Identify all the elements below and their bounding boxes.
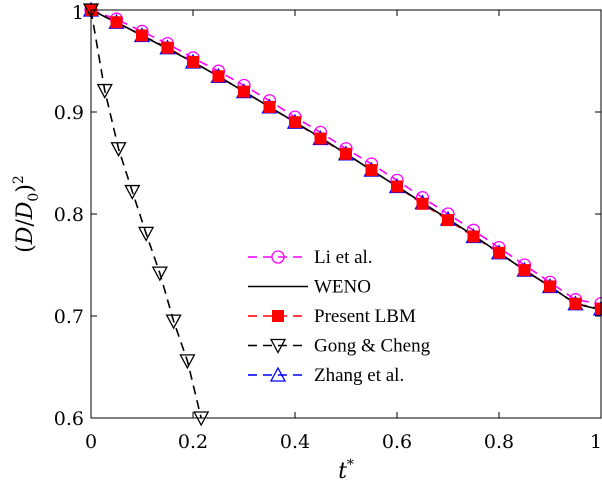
data-point-present-lbm [416, 197, 429, 210]
series-line-gong-cheng [91, 10, 202, 418]
x-tick-label: 0.4 [280, 431, 310, 453]
legend-label-present-lbm: Present LBM [314, 306, 416, 327]
x-tick-label: 0.2 [178, 431, 208, 453]
x-axis-label: t* [338, 457, 354, 484]
data-point-present-lbm [493, 246, 505, 259]
data-point-present-lbm [314, 132, 327, 145]
data-point-present-lbm [365, 164, 378, 177]
data-point-present-lbm [212, 70, 225, 83]
data-point-present-lbm [391, 180, 403, 193]
data-point-present-lbm [569, 297, 582, 310]
data-point-present-lbm [544, 280, 556, 293]
marker-layer [82, 1, 602, 427]
legend-marker-zhang-et-al- [269, 366, 287, 382]
x-tick-label: 0 [85, 431, 97, 453]
data-point-present-lbm [238, 85, 250, 98]
data-point-gong-cheng [137, 226, 155, 242]
plot-area [91, 10, 601, 418]
data-point-gong-cheng [179, 354, 196, 370]
data-point-present-lbm [110, 16, 123, 29]
y-tick-label: 1 [72, 2, 84, 24]
data-point-gong-cheng [110, 142, 127, 158]
data-point-present-lbm [161, 41, 174, 54]
data-point-gong-cheng [151, 266, 168, 282]
legend: Li et al. WENO Present LBM Gong & Cheng Zhan… [248, 247, 431, 386]
legend-label-li-et-al-: Li et al. [314, 247, 373, 268]
x-tick-label: 0.8 [484, 431, 514, 453]
data-point-present-lbm [289, 116, 301, 129]
legend-marker-present-lbm [272, 310, 284, 322]
legend-label-gong-cheng: Gong & Cheng [314, 336, 431, 357]
y-tick-label: 0.6 [54, 408, 84, 430]
legend-label-zhang-et-al-: Zhang et al. [314, 365, 404, 386]
data-point-present-lbm [136, 29, 148, 42]
data-point-gong-cheng [165, 314, 182, 330]
data-point-present-lbm [518, 264, 531, 277]
x-tick-label: 1 [590, 431, 602, 453]
y-tick-label: 0.7 [54, 306, 84, 328]
y-tick-label: 0.9 [54, 102, 84, 124]
legend-label-weno: WENO [314, 277, 371, 298]
data-point-present-lbm [467, 230, 480, 243]
tick-layer: 0 0.2 0.4 0.6 0.8 1 0.6 0.7 0.8 0.9 1 [54, 2, 602, 453]
data-point-present-lbm [340, 147, 352, 160]
x-tick-label: 0.6 [382, 431, 412, 453]
legend-marker-gong-cheng [269, 338, 287, 354]
y-axis-label: (D/D0)2 [11, 175, 42, 253]
y-tick-label: 0.8 [54, 204, 84, 226]
data-point-present-lbm [442, 214, 454, 227]
svg-text:(D/D0)2: (D/D0)2 [11, 175, 42, 253]
data-point-present-lbm [187, 56, 199, 69]
data-point-gong-cheng [96, 83, 113, 99]
data-point-gong-cheng [124, 184, 141, 200]
legend-marker-li-et-al- [271, 250, 285, 264]
data-point-present-lbm [263, 100, 276, 113]
